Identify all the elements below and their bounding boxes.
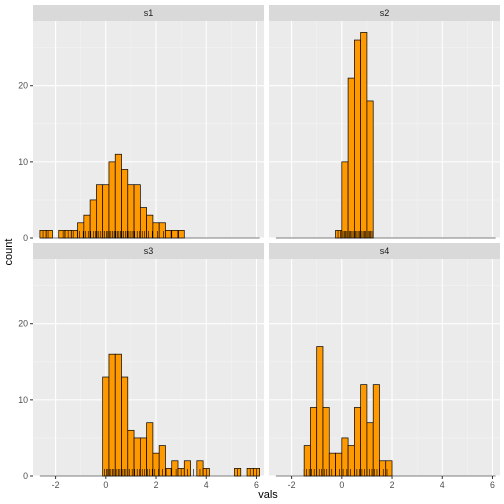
histogram-bar <box>45 230 53 239</box>
x-tick-label: 6 <box>490 480 495 490</box>
axes: 0 10 20 0 10 20 -2 0 2 4 6 -2 0 2 4 6 <box>18 81 495 490</box>
y-tick-label: 10 <box>18 395 28 405</box>
histogram-bar <box>165 468 173 477</box>
histogram-bar <box>70 230 78 239</box>
panel-background <box>269 259 500 476</box>
histogram-bar <box>58 230 66 239</box>
histogram-bar <box>171 230 179 239</box>
y-axis-title: count <box>3 239 15 266</box>
panel-background <box>269 21 500 238</box>
strip-label: s2 <box>380 8 390 18</box>
x-axis-title: vals <box>258 489 278 501</box>
histogram-bar <box>328 452 336 477</box>
facet-s3: s3 <box>33 243 264 477</box>
histogram-bar <box>335 452 343 477</box>
panel-background <box>33 21 264 238</box>
x-tick-label: 4 <box>204 480 209 490</box>
strip-label: s4 <box>380 246 390 256</box>
histogram-bar <box>341 161 349 239</box>
facet-s4: s4 <box>269 243 500 477</box>
histogram-bar <box>316 346 324 477</box>
x-tick-label: -2 <box>288 480 296 490</box>
strip-background <box>269 5 500 21</box>
histogram-bar <box>133 184 141 239</box>
x-tick-label: 6 <box>254 480 259 490</box>
histogram-bar <box>177 230 185 239</box>
histogram-bar <box>146 214 154 239</box>
histogram-bar <box>152 222 160 239</box>
histogram-bar <box>121 169 129 239</box>
strip-label: s1 <box>144 8 154 18</box>
histogram-bar <box>127 429 135 477</box>
histogram-bar <box>335 230 343 239</box>
histogram-bar <box>366 100 374 239</box>
histogram-bar <box>83 214 91 239</box>
y-tick-label: 20 <box>18 81 28 91</box>
histogram-bar <box>96 184 104 239</box>
histogram-bar <box>139 207 147 239</box>
x-tick-label: 0 <box>103 480 108 490</box>
x-tick-label: -2 <box>52 480 60 490</box>
histogram-bar <box>127 184 135 239</box>
histogram-bar <box>322 407 330 477</box>
y-tick-label: 10 <box>18 157 28 167</box>
histogram-bar <box>165 230 173 239</box>
histogram-bar <box>354 407 361 477</box>
histogram-bar <box>360 32 368 239</box>
histogram-bar <box>310 407 318 477</box>
x-tick-label: 4 <box>440 480 445 490</box>
histogram-bar <box>114 353 122 477</box>
x-tick-label: 2 <box>154 480 159 490</box>
histogram-bar <box>102 184 110 239</box>
strip-background <box>33 243 264 259</box>
histogram-bar <box>77 222 85 239</box>
facet-s2: s2 <box>269 5 500 239</box>
histogram-bar <box>108 353 116 477</box>
histogram-bar <box>360 384 368 477</box>
histogram-bar <box>102 376 110 477</box>
histogram-bar <box>139 437 147 477</box>
facet-s1: s1 <box>33 5 264 239</box>
strip-background <box>33 5 264 21</box>
histogram-bar <box>354 39 361 239</box>
y-tick-label: 20 <box>18 319 28 329</box>
histogram-bar <box>366 422 374 477</box>
y-tick-label: 0 <box>23 233 28 243</box>
x-tick-label: 0 <box>339 480 344 490</box>
strip-background <box>269 243 500 259</box>
x-tick-label: 2 <box>390 480 395 490</box>
y-tick-label: 0 <box>23 471 28 481</box>
histogram-bar <box>347 77 355 239</box>
histogram-bar <box>108 161 116 239</box>
histogram-bar <box>152 452 160 477</box>
histogram-bar <box>171 460 179 477</box>
histogram-bar <box>385 460 393 477</box>
histogram-bar <box>347 445 355 477</box>
histogram-bar <box>341 437 349 477</box>
histogram-bar <box>158 222 166 239</box>
facet-panels: s1 s2 s3 s4 <box>33 5 500 477</box>
histogram-bar <box>372 384 380 477</box>
histogram-bar <box>303 445 311 477</box>
histogram-bar <box>114 153 122 239</box>
strip-label: s3 <box>144 246 154 256</box>
histogram-bar <box>121 376 129 477</box>
histogram-bar <box>146 422 154 477</box>
histogram-bar <box>379 460 387 477</box>
